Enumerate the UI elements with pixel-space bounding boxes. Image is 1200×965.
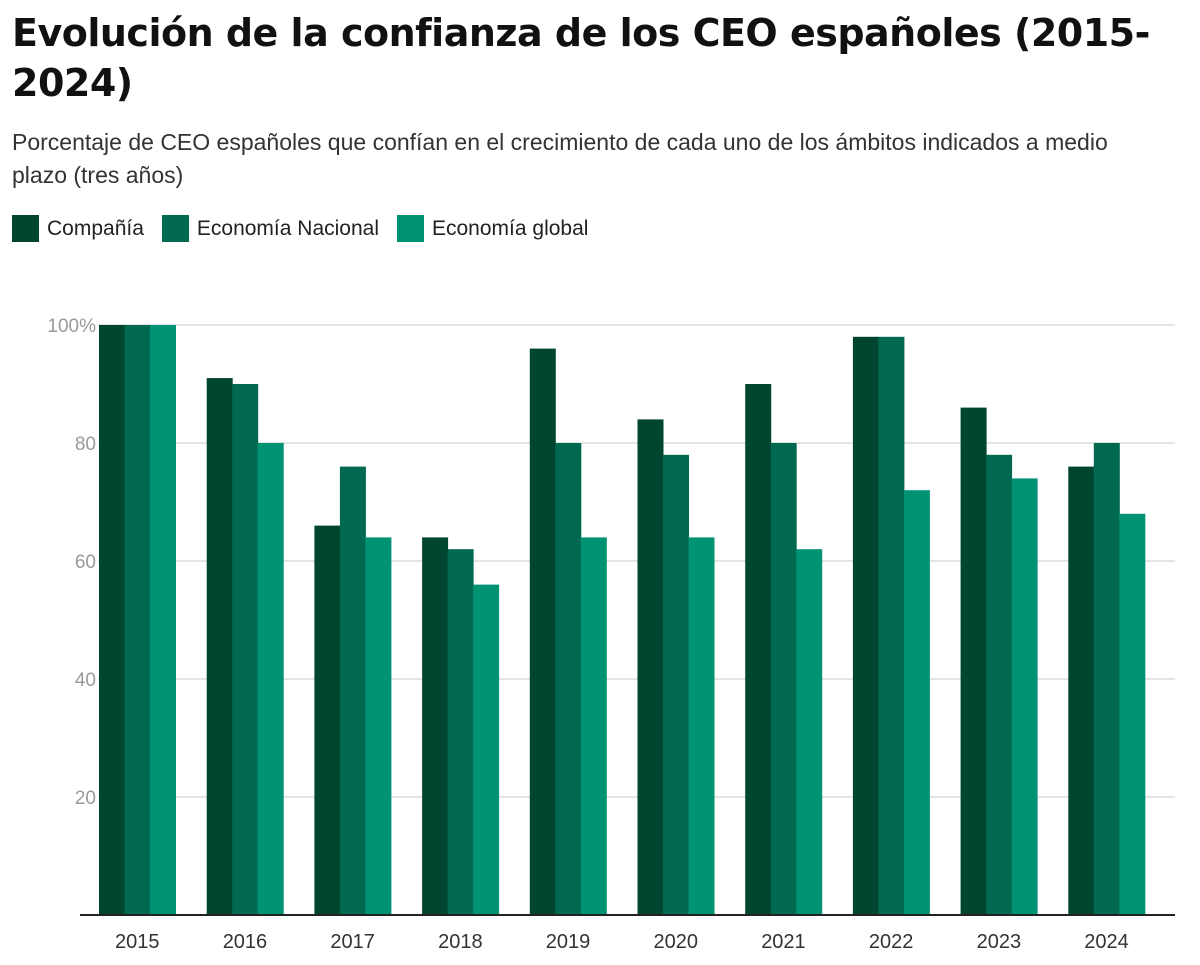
bar-2018-2 bbox=[473, 584, 500, 915]
chart-subtitle: Porcentaje de CEO españoles que confían … bbox=[12, 129, 1108, 188]
bar-2022-1 bbox=[878, 336, 905, 915]
bar-2017-0 bbox=[314, 525, 341, 915]
y-tick-label: 20 bbox=[75, 788, 96, 809]
bar-2023-2 bbox=[1011, 478, 1038, 915]
x-tick-label: 2019 bbox=[546, 931, 591, 953]
bar-2020-1 bbox=[663, 454, 689, 915]
x-tick-label: 2017 bbox=[330, 931, 375, 953]
bar-2024-2 bbox=[1119, 513, 1146, 915]
legend-label: Compañía bbox=[47, 216, 144, 240]
legend-swatch bbox=[161, 215, 189, 242]
legend-item-economia-nacional: Economía Nacional bbox=[161, 215, 379, 242]
bar-2020-0 bbox=[637, 419, 664, 915]
bar-2018-1 bbox=[447, 549, 474, 915]
legend-label: Economía Nacional bbox=[196, 216, 379, 240]
bar-2017-2 bbox=[365, 537, 392, 915]
x-tick-label: 2016 bbox=[223, 931, 268, 953]
bar-2024-0 bbox=[1068, 466, 1095, 915]
bar-2017-1 bbox=[339, 466, 366, 915]
bar-2021-0 bbox=[745, 384, 772, 915]
x-tick-label: 2018 bbox=[438, 931, 483, 953]
y-tick-label: 100% bbox=[47, 316, 96, 337]
legend-swatch bbox=[397, 215, 424, 242]
bar-2015-2 bbox=[150, 325, 176, 915]
y-tick-label: 40 bbox=[75, 670, 96, 691]
bar-2019-1 bbox=[555, 443, 582, 915]
bar-2016-0 bbox=[206, 378, 233, 916]
y-tick-label: 60 bbox=[75, 552, 96, 573]
x-tick-label: 2023 bbox=[977, 931, 1022, 953]
bar-2015-0 bbox=[99, 325, 125, 915]
bar-2021-2 bbox=[796, 549, 823, 915]
bar-2020-2 bbox=[688, 537, 715, 915]
x-tick-label: 2022 bbox=[869, 931, 914, 953]
legend-swatch bbox=[12, 215, 39, 242]
bar-2019-0 bbox=[529, 348, 556, 916]
bar-2024-1 bbox=[1093, 443, 1120, 915]
bar-2022-2 bbox=[903, 490, 930, 915]
bar-2023-1 bbox=[986, 454, 1013, 915]
x-tick-label: 2020 bbox=[654, 931, 699, 953]
bar-2016-1 bbox=[232, 384, 259, 915]
bar-2016-2 bbox=[257, 443, 284, 915]
x-tick-label: 2024 bbox=[1084, 931, 1129, 953]
legend-item-economia-global: Economía global bbox=[397, 215, 588, 242]
bar-2019-2 bbox=[580, 537, 607, 915]
x-tick-label: 2021 bbox=[761, 931, 806, 953]
bar-2023-0 bbox=[960, 407, 987, 915]
bar-2018-0 bbox=[422, 537, 449, 915]
legend: Compañía Economía Nacional Economía glob… bbox=[12, 215, 588, 242]
bar-2015-1 bbox=[124, 325, 151, 915]
chart-title: Evolución de la confianza de los CEO esp… bbox=[12, 11, 1150, 105]
legend-item-compania: Compañía bbox=[12, 215, 144, 242]
legend-label: Economía global bbox=[432, 216, 589, 240]
bar-2021-1 bbox=[770, 443, 797, 915]
x-tick-label: 2015 bbox=[115, 931, 160, 953]
y-tick-label: 80 bbox=[75, 434, 96, 455]
bar-2022-0 bbox=[852, 336, 879, 915]
